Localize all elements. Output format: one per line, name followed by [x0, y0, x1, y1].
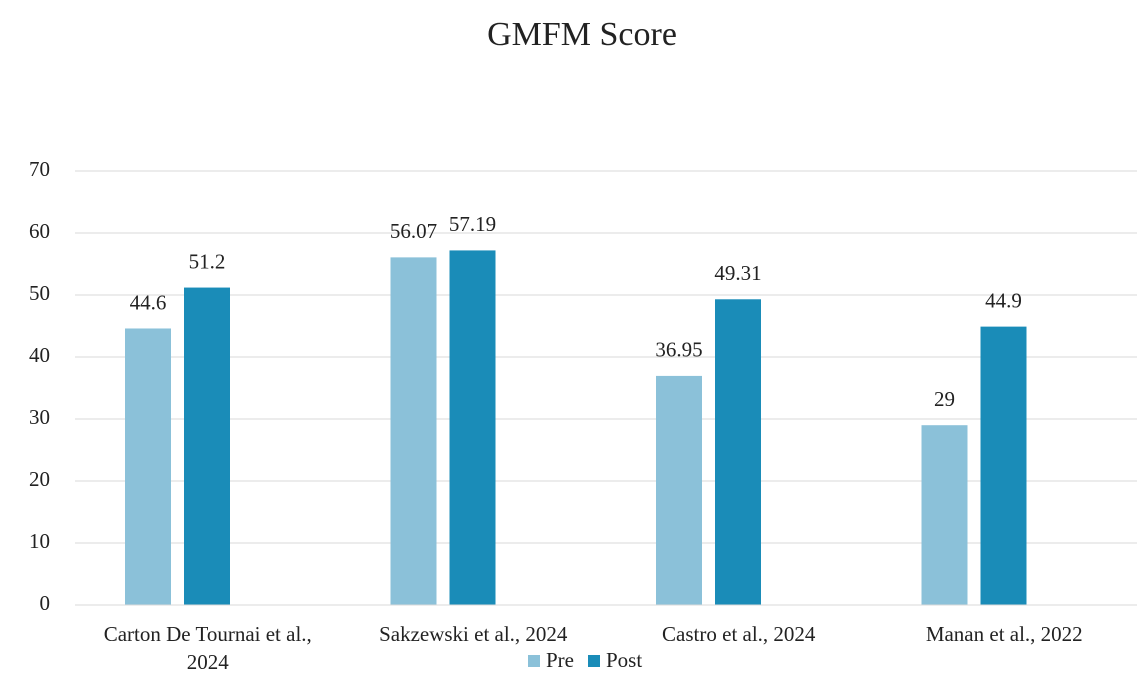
legend-label: Pre: [546, 648, 574, 672]
data-label: 44.9: [985, 288, 1022, 312]
y-tick-label: 30: [29, 405, 50, 429]
x-tick-label: Manan et al., 2022: [926, 622, 1083, 646]
bar: [390, 257, 437, 605]
legend-swatch: [528, 655, 540, 667]
y-tick-label: 20: [29, 467, 50, 491]
x-tick-label: Castro et al., 2024: [662, 622, 816, 646]
bar: [715, 299, 761, 605]
y-tick-label: 60: [29, 219, 50, 243]
data-label: 56.07: [390, 219, 437, 243]
y-tick-label: 70: [29, 157, 50, 181]
data-label: 51.2: [189, 249, 226, 273]
bar: [449, 250, 496, 605]
bar: [980, 326, 1027, 605]
data-label: 44.6: [130, 290, 167, 314]
y-tick-label: 40: [29, 343, 50, 367]
bar: [184, 287, 230, 605]
bar: [125, 328, 171, 605]
legend-swatch: [588, 655, 600, 667]
y-tick-label: 0: [40, 591, 51, 615]
data-label: 57.19: [449, 212, 496, 236]
data-label: 36.95: [655, 338, 702, 362]
x-tick-label: Carton De Tournai et al., 2024: [104, 622, 312, 674]
bar: [656, 375, 702, 605]
chart-title: GMFM Score: [487, 16, 677, 53]
bar: [921, 425, 968, 605]
x-tick-label: Sakzewski et al., 2024: [379, 622, 568, 646]
data-label: 49.31: [714, 261, 761, 285]
legend-label: Post: [606, 648, 642, 672]
y-tick-label: 10: [29, 529, 50, 553]
y-tick-label: 50: [29, 281, 50, 305]
data-label: 29: [934, 387, 955, 411]
